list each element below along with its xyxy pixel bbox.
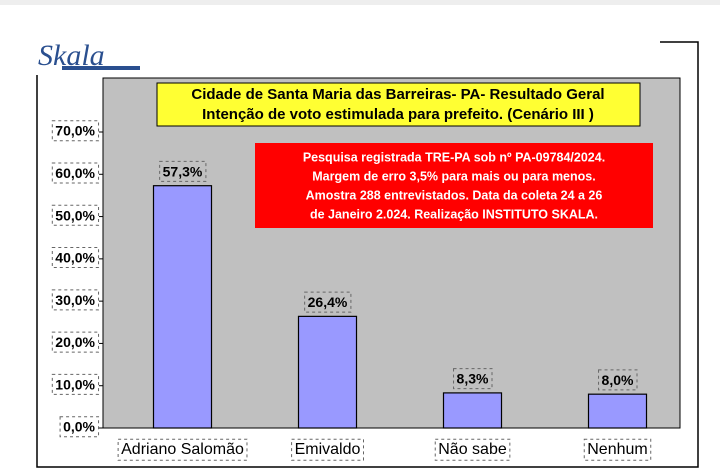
y-tick-label: 40,0%	[55, 250, 95, 266]
annotation-line: Margem de erro 3,5% para mais ou para me…	[312, 169, 595, 183]
y-tick-label: 70,0%	[55, 123, 95, 139]
annotation: Pesquisa registrada TRE-PA sob nº PA-097…	[303, 150, 605, 221]
x-tick-label-box	[117, 438, 248, 461]
value-label: 8,3%	[457, 371, 489, 387]
y-tick-label: 0,0%	[63, 419, 95, 435]
value-label: 57,3%	[163, 163, 203, 179]
value-label-box	[598, 369, 638, 391]
y-tick-label-box	[51, 331, 100, 353]
y-tick-label: 60,0%	[55, 165, 95, 181]
y-tick-label: 50,0%	[55, 207, 95, 223]
annotation-line: Pesquisa registrada TRE-PA sob nº PA-097…	[303, 150, 605, 164]
chart-title: Cidade de Santa Maria das Barreiras- PA-…	[191, 86, 604, 103]
x-tick-label-box	[583, 438, 652, 461]
x-tick-label: Adriano Salomão	[121, 441, 244, 458]
y-tick-label-box	[59, 416, 100, 438]
y-tick-label: 30,0%	[55, 292, 95, 308]
value-label-box	[159, 160, 207, 182]
bar	[442, 392, 503, 429]
title-box	[156, 82, 641, 127]
chart-subtitle: Intenção de voto estimulada para prefeit…	[202, 106, 594, 123]
plot: 0,0% 10,0% 20,0% 30,0% 40,0% 50,0% 60,0% 70,0% A…	[51, 120, 652, 461]
annotation-line: de Janeiro 2.024. Realização INSTITUTO S…	[310, 207, 598, 221]
y-tick-label-box	[51, 120, 100, 142]
top-strip	[0, 0, 720, 5]
x-tick-label-box	[291, 438, 364, 461]
bar	[297, 315, 358, 429]
value-label: 26,4%	[308, 294, 348, 310]
x-tick-label-box	[434, 438, 511, 461]
y-tick-label: 20,0%	[55, 334, 95, 350]
value-label-box	[453, 368, 493, 390]
y-tick-label: 10,0%	[55, 376, 95, 392]
x-tick-label: Nenhum	[587, 441, 647, 458]
annotation-line: Amostra 288 entrevistados. Data da colet…	[306, 188, 603, 202]
bar	[152, 185, 213, 429]
annotation-box	[255, 143, 653, 228]
x-tick-label: Não sabe	[438, 441, 507, 458]
value-label: 8,0%	[602, 372, 634, 388]
logo-underline	[62, 66, 140, 70]
x-tick-label: Emivaldo	[295, 441, 361, 458]
value-label-box	[304, 291, 352, 313]
y-tick-label-box	[51, 247, 100, 269]
bar	[587, 393, 648, 429]
y-tick-label-box	[51, 289, 100, 311]
frame	[36, 41, 699, 468]
y-tick-label-box	[51, 162, 100, 184]
y-tick-label-box	[51, 373, 100, 395]
y-tick-label-box	[51, 204, 100, 226]
